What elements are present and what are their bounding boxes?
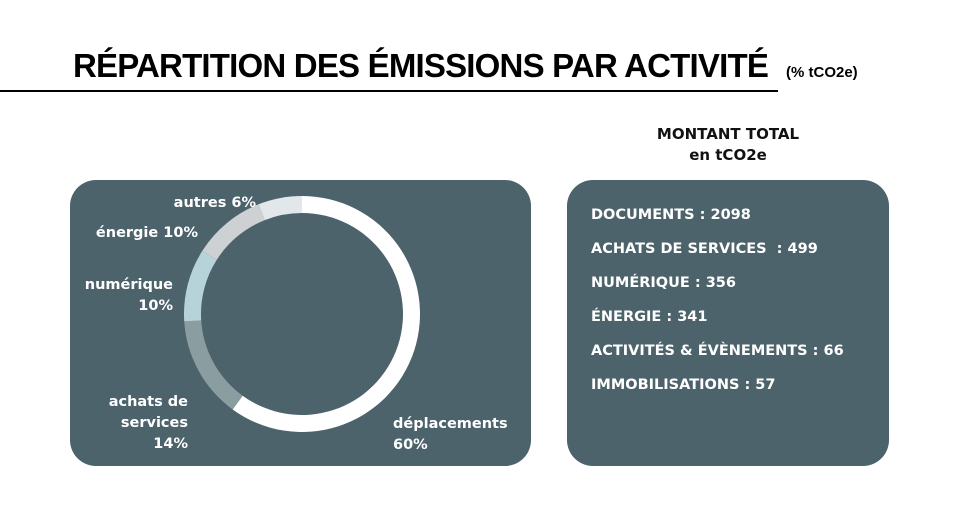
chart-title: RÉPARTITION DES ÉMISSIONS PAR ACTIVITÉ: [73, 47, 769, 84]
donut-slice-deplacements: [232, 196, 420, 433]
label-autres: autres 6%: [174, 195, 257, 211]
total-item-immobilisations: IMMOBILISATIONS : 57: [591, 377, 776, 393]
label-numerique: numérique 10%: [85, 277, 174, 314]
total-item-activites: ACTIVITÉS & ÉVÈNEMENTS : 66: [591, 343, 844, 359]
total-item-numerique: NUMÉRIQUE : 356: [591, 275, 736, 291]
totals-heading: MONTANT TOTAL en tCO2e: [567, 124, 889, 166]
donut-slice-energie: [202, 204, 265, 260]
total-item-achats: ACHATS DE SERVICES : 499: [591, 241, 818, 257]
label-energie: énergie 10%: [96, 225, 199, 241]
donut-slice-autres: [258, 196, 302, 221]
donut-slice-achats-de-services: [184, 320, 243, 410]
total-item-documents: DOCUMENTS : 2098: [591, 207, 751, 223]
totals-list: DOCUMENTS : 2098 ACHATS DE SERVICES : 49…: [591, 207, 844, 411]
label-achats-de-services: achats de services 14%: [109, 394, 189, 452]
label-deplacements: déplacements 60%: [393, 416, 508, 453]
totals-heading-line1: MONTANT TOTAL: [656, 125, 800, 143]
donut-slice-numerique: [184, 250, 217, 322]
totals-panel: [567, 180, 889, 466]
chart-unit: (% tCO2e): [786, 64, 858, 81]
total-item-energie: ÉNERGIE : 341: [591, 309, 708, 325]
totals-heading-line2: en tCO2e: [689, 146, 767, 164]
title-underline: [0, 90, 778, 92]
